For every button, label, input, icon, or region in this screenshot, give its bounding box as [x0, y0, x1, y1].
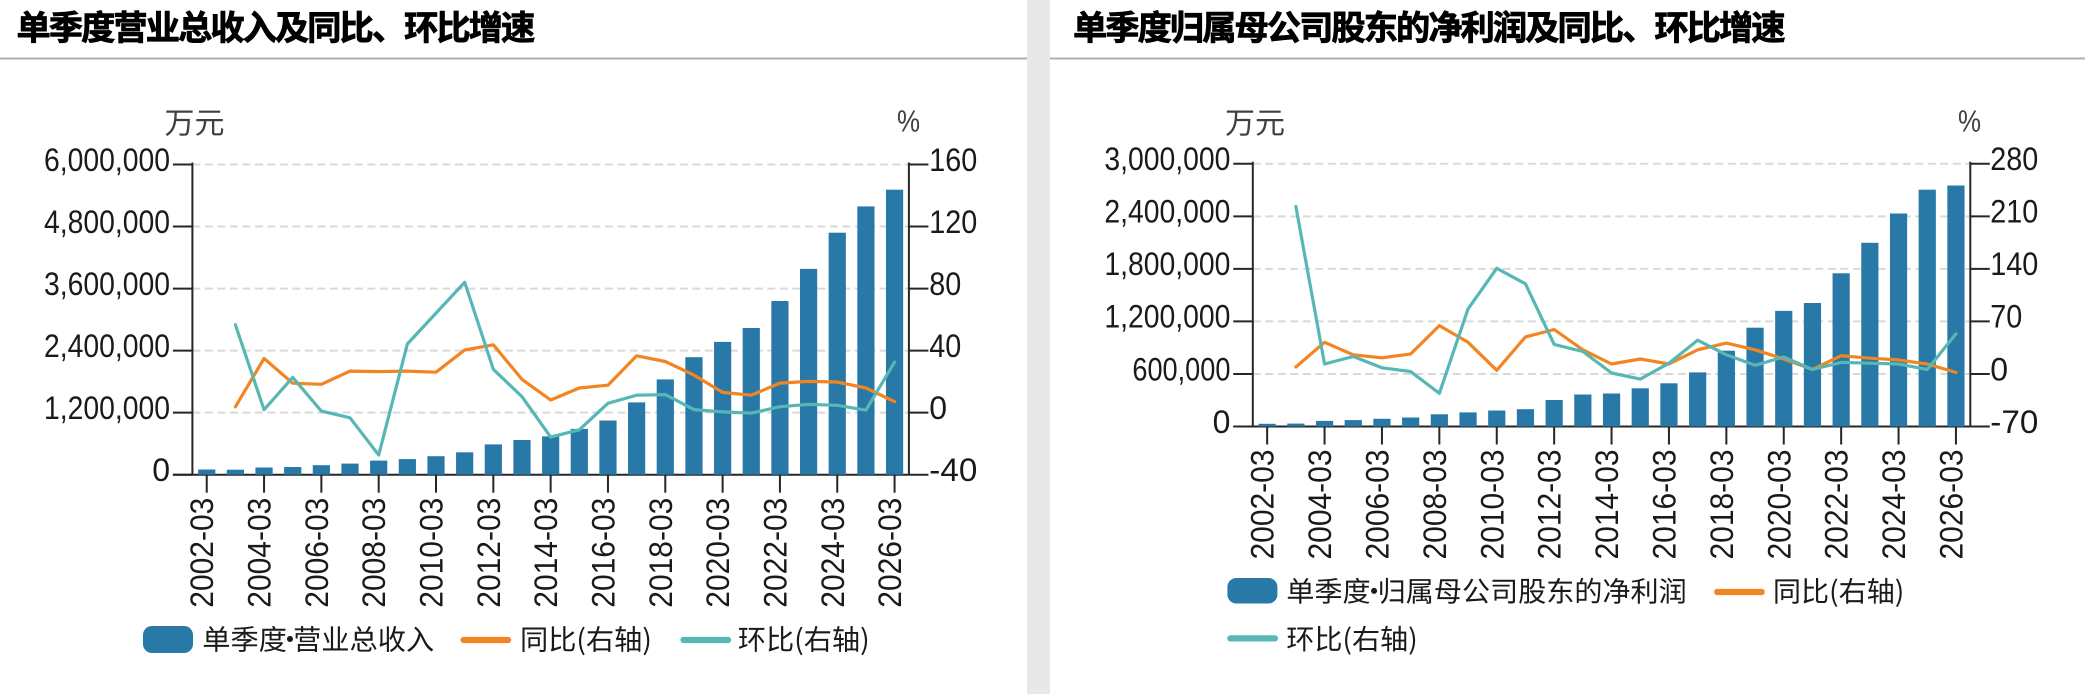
svg-text:600,000: 600,000 — [1132, 351, 1230, 387]
svg-text:2002-03: 2002-03 — [1245, 450, 1281, 560]
svg-text:2012-03: 2012-03 — [471, 498, 507, 608]
svg-text:2014-03: 2014-03 — [1589, 450, 1625, 560]
svg-text:-70: -70 — [1990, 404, 2038, 440]
svg-text:6,000,000: 6,000,000 — [44, 142, 170, 178]
svg-text:1,200,000: 1,200,000 — [1104, 299, 1230, 335]
svg-text:2,400,000: 2,400,000 — [1104, 194, 1230, 230]
svg-text:1,200,000: 1,200,000 — [44, 390, 170, 426]
svg-text:2004-03: 2004-03 — [1302, 450, 1338, 560]
svg-text:2020-03: 2020-03 — [700, 498, 736, 608]
svg-text:1,800,000: 1,800,000 — [1104, 246, 1230, 282]
svg-text:2002-03: 2002-03 — [184, 498, 220, 608]
svg-text:2006-03: 2006-03 — [1359, 450, 1395, 560]
svg-text:0: 0 — [1213, 404, 1231, 440]
svg-text:2006-03: 2006-03 — [299, 498, 335, 608]
svg-text:40: 40 — [929, 328, 961, 364]
svg-text:2024-03: 2024-03 — [815, 498, 851, 608]
svg-text:160: 160 — [929, 142, 977, 178]
svg-text:2022-03: 2022-03 — [757, 498, 793, 608]
svg-text:80: 80 — [929, 266, 961, 302]
svg-text:2018-03: 2018-03 — [643, 498, 679, 608]
svg-text:280: 280 — [1990, 141, 2038, 177]
svg-text:2022-03: 2022-03 — [1819, 450, 1855, 560]
svg-text:2012-03: 2012-03 — [1532, 450, 1568, 560]
svg-text:2010-03: 2010-03 — [1474, 450, 1510, 560]
svg-text:0: 0 — [152, 452, 170, 488]
svg-text:2020-03: 2020-03 — [1761, 450, 1797, 560]
svg-text:3,600,000: 3,600,000 — [44, 266, 170, 302]
svg-text:2016-03: 2016-03 — [1646, 450, 1682, 560]
svg-text:2018-03: 2018-03 — [1704, 450, 1740, 560]
svg-text:0: 0 — [1990, 351, 2008, 387]
svg-text:3,000,000: 3,000,000 — [1104, 141, 1230, 177]
svg-text:2010-03: 2010-03 — [414, 498, 450, 608]
svg-text:2026-03: 2026-03 — [1933, 450, 1969, 560]
svg-text:0: 0 — [929, 390, 947, 426]
svg-text:%: % — [897, 104, 920, 139]
svg-text:210: 210 — [1990, 194, 2038, 230]
svg-text:2024-03: 2024-03 — [1876, 450, 1912, 560]
svg-text:140: 140 — [1990, 246, 2038, 282]
svg-text:-40: -40 — [929, 452, 977, 488]
svg-text:2004-03: 2004-03 — [242, 498, 278, 608]
svg-text:120: 120 — [929, 204, 977, 240]
svg-text:2014-03: 2014-03 — [528, 498, 564, 608]
svg-text:2008-03: 2008-03 — [1417, 450, 1453, 560]
svg-text:2,400,000: 2,400,000 — [44, 328, 170, 364]
svg-text:70: 70 — [1990, 299, 2022, 335]
svg-text:4,800,000: 4,800,000 — [44, 204, 170, 240]
svg-text:2016-03: 2016-03 — [585, 498, 621, 608]
svg-text:%: % — [1958, 104, 1981, 139]
svg-text:2026-03: 2026-03 — [872, 498, 908, 608]
svg-text:2008-03: 2008-03 — [356, 498, 392, 608]
